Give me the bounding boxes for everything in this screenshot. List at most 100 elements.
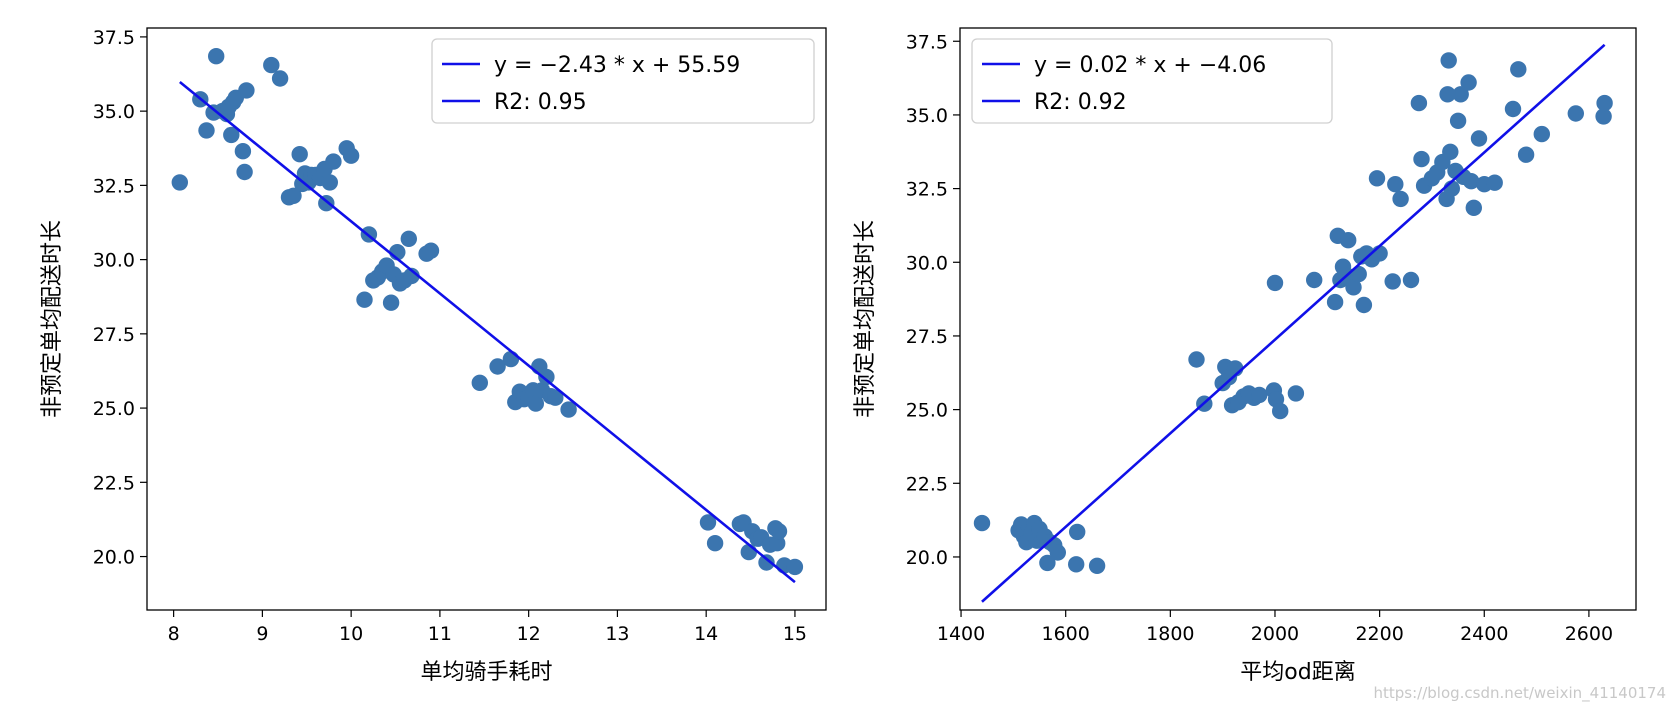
data-point [560, 401, 577, 418]
y-axis-label: 非预定单均配送时长 [853, 220, 878, 418]
x-axis-label: 平均od距离 [1240, 660, 1355, 685]
data-point [1449, 112, 1467, 129]
legend-entry: y = −2.43 * x + 55.59 [494, 53, 740, 78]
data-point [1306, 271, 1323, 289]
data-point [1188, 351, 1205, 368]
y-tick-label: 32.5 [906, 179, 948, 201]
left-scatter-panel: 8 9 10 11 12 13 14 15 20.0 22.5 25.0 27.5 30.0 32.5 35… [40, 27, 827, 685]
data-point [223, 126, 240, 144]
data-point [271, 70, 289, 87]
data-point [263, 56, 280, 74]
data-point [1465, 199, 1483, 216]
data-point [1355, 296, 1373, 314]
data-point [489, 358, 506, 375]
data-point [1345, 279, 1362, 296]
data-point [403, 267, 420, 285]
x-tick-label: 14 [694, 623, 718, 645]
data-point [400, 230, 417, 247]
data-point [234, 143, 252, 160]
x-tick-label: 15 [783, 623, 807, 645]
data-point [547, 389, 564, 406]
data-point [1442, 143, 1459, 160]
data-point [973, 514, 991, 532]
data-point [291, 146, 308, 163]
y-tick-label: 30.0 [93, 250, 135, 272]
plot-frame [146, 27, 827, 611]
data-point [1251, 386, 1268, 404]
data-point [1460, 74, 1477, 91]
data-point [1567, 105, 1585, 122]
data-point [740, 543, 757, 561]
data-point [502, 350, 520, 368]
x-tick-label: 13 [605, 623, 629, 645]
data-point [1039, 554, 1056, 572]
watermark-text: https://blog.csdn.net/weixin_41140174 [1373, 684, 1666, 702]
data-point [325, 153, 342, 170]
data-point [527, 395, 544, 412]
data-point [1486, 174, 1503, 191]
data-point [1402, 271, 1420, 289]
legend-entry: R2: 0.95 [494, 90, 587, 115]
y-tick-label: 27.5 [93, 324, 135, 346]
data-point [1266, 274, 1284, 292]
x-tick-label: 10 [339, 623, 363, 645]
data-point [1440, 52, 1457, 69]
data-point [1470, 130, 1488, 147]
x-tick-label: 11 [428, 623, 452, 645]
x-tick-label: 1400 [937, 623, 985, 645]
data-point [1287, 385, 1305, 402]
data-point [1517, 146, 1535, 163]
y-tick-label: 25.0 [93, 398, 135, 420]
plot-frame [959, 27, 1637, 611]
y-tick-label: 37.5 [906, 31, 948, 53]
data-point [1439, 86, 1456, 103]
y-tick-label: 22.5 [906, 473, 948, 495]
x-tick-label: 1800 [1146, 623, 1194, 645]
y-axis-label: 非预定单均配送时长 [40, 220, 65, 418]
x-tick-label: 1600 [1042, 623, 1090, 645]
x-tick-label: 12 [517, 623, 541, 645]
data-point [1049, 544, 1067, 561]
x-axis-label: 单均骑手耗时 [420, 660, 552, 685]
data-point [1368, 170, 1386, 187]
data-point [342, 147, 360, 164]
data-point [1452, 86, 1469, 103]
data-point [706, 535, 724, 552]
data-point [285, 187, 302, 204]
data-point [422, 242, 440, 259]
data-point [356, 291, 373, 308]
legend-entry: y = 0.02 * x + −4.06 [1034, 53, 1266, 78]
y-tick-label: 25.0 [906, 400, 948, 422]
data-point [1413, 150, 1430, 168]
regression-line [179, 81, 796, 584]
regression-line [981, 43, 1606, 603]
data-point [699, 514, 717, 531]
y-tick-label: 22.5 [93, 472, 135, 494]
data-point [171, 174, 188, 191]
data-point [1533, 125, 1551, 143]
data-point [1463, 173, 1480, 190]
y-tick-label: 30.0 [906, 252, 948, 274]
y-tick-label: 20.0 [93, 547, 135, 569]
data-point [758, 554, 775, 571]
data-point [1088, 557, 1106, 574]
data-point [1504, 100, 1522, 118]
x-tick-label: 2600 [1565, 623, 1613, 645]
data-point [1384, 273, 1401, 290]
y-tick-label: 35.0 [906, 105, 948, 127]
data-point [538, 368, 555, 386]
data-point [208, 48, 225, 65]
data-point [1068, 556, 1085, 573]
data-point [321, 174, 338, 191]
data-point [1326, 293, 1344, 311]
data-point [1596, 94, 1613, 112]
data-point [770, 523, 788, 540]
data-point [786, 558, 804, 576]
data-point [1410, 94, 1428, 112]
x-tick-label: 8 [168, 623, 180, 645]
legend-box [431, 38, 815, 124]
legend-entry: R2: 0.92 [1034, 90, 1127, 115]
x-tick-label: 2000 [1251, 623, 1299, 645]
data-point [1595, 108, 1612, 125]
